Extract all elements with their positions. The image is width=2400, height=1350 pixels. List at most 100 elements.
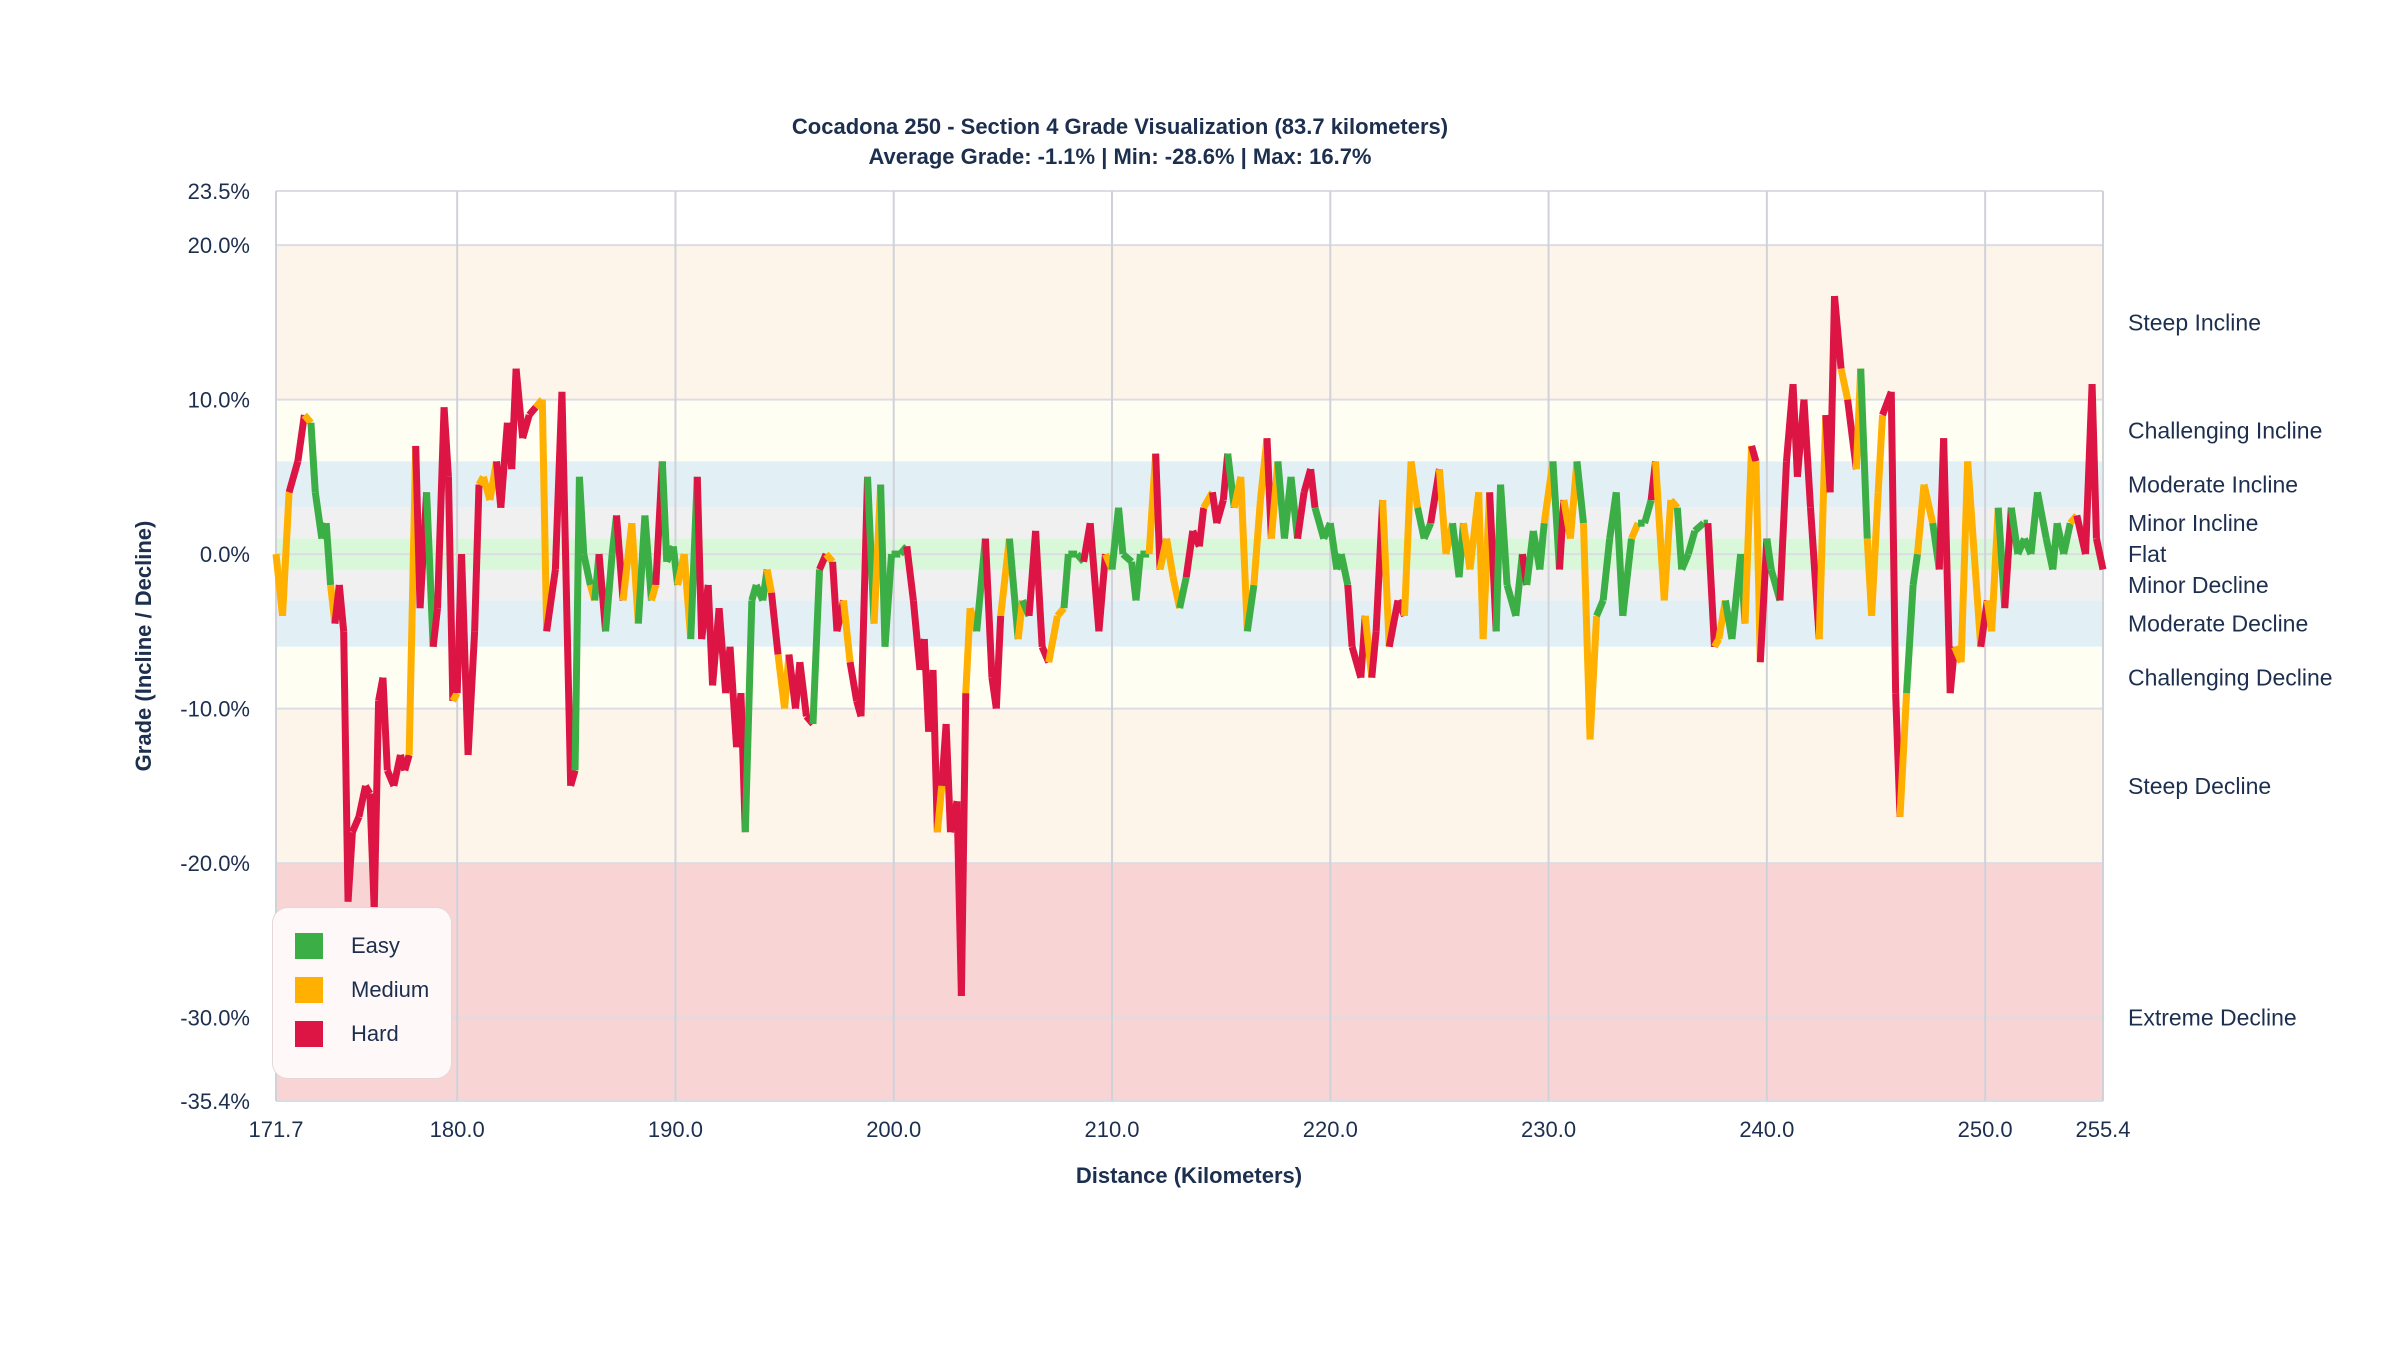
grade-segment — [440, 407, 452, 478]
grade-segment — [575, 476, 588, 555]
grade-segment — [538, 399, 551, 632]
grade-segment — [1692, 520, 1706, 534]
legend: Easy Medium Hard — [272, 907, 452, 1079]
legend-item-medium: Medium — [295, 977, 429, 1003]
grade-segment — [1420, 521, 1434, 540]
grade-segment — [322, 522, 335, 586]
grade-segment — [1176, 576, 1190, 609]
y-tick-label: 10.0% — [188, 388, 250, 413]
y-tick-label: 0.0% — [200, 542, 250, 567]
grade-segment — [1946, 646, 1959, 694]
legend-swatch-medium — [295, 977, 323, 1003]
grade-segment — [962, 607, 974, 694]
grade-segment — [1964, 461, 1978, 555]
legend-item-easy: Easy — [295, 933, 400, 959]
grade-segment — [1711, 637, 1722, 649]
grade-segment — [796, 661, 810, 717]
grade-segment — [370, 700, 383, 910]
band-label: Moderate Incline — [2128, 472, 2298, 498]
band-label: Steep Incline — [2128, 309, 2261, 335]
grade-segment — [658, 461, 671, 562]
grade-segment — [1379, 499, 1393, 647]
x-tick-label: 180.0 — [430, 1117, 485, 1142]
grade-segment — [1152, 453, 1164, 570]
grade-segment — [809, 569, 824, 725]
grade-segment — [1684, 529, 1699, 556]
grade-segment — [344, 831, 356, 902]
grade-segment — [1337, 553, 1352, 586]
grade-segment — [881, 553, 896, 648]
grade-segment — [567, 769, 579, 787]
grade-band — [276, 646, 2103, 709]
grade-segment — [1628, 521, 1642, 540]
grade-segment — [768, 592, 782, 655]
grade-segment — [846, 661, 861, 702]
grade-segment — [1704, 522, 1718, 647]
grade-segment — [1641, 499, 1655, 525]
x-tick-label: 210.0 — [1084, 1117, 1139, 1142]
grade-segment — [1920, 483, 1937, 524]
x-tick-label: 220.0 — [1303, 1117, 1358, 1142]
y-tick-label: -35.4% — [180, 1089, 250, 1114]
grade-segment — [301, 412, 314, 426]
grade-segment — [1800, 399, 1814, 508]
grade-segment — [641, 515, 655, 601]
grade-segment — [1237, 476, 1251, 632]
grade-segment — [1857, 368, 1871, 539]
chart-title: Cocadona 250 - Section 4 Grade Visualiza… — [791, 114, 1449, 139]
x-tick-label: 250.0 — [1958, 1117, 2013, 1142]
grade-segment — [471, 484, 483, 632]
legend-label: Easy — [351, 933, 400, 958]
grade-segment — [1909, 553, 1921, 586]
grade-segment — [1831, 295, 1845, 369]
grade-band — [276, 708, 2103, 864]
grade-segment — [335, 584, 348, 632]
legend-item-hard: Hard — [295, 1021, 399, 1047]
y-tick-label: 23.5% — [188, 179, 250, 204]
grade-segment — [1940, 438, 1954, 694]
legend-swatch-easy — [295, 933, 323, 959]
grade-segment — [543, 569, 559, 632]
grade-segment — [558, 391, 575, 786]
x-tick-label: 190.0 — [648, 1117, 703, 1142]
grade-segment — [379, 677, 391, 771]
grade-band — [276, 245, 2103, 400]
band-label: Flat — [2128, 541, 2167, 567]
grade-segment — [1763, 538, 1775, 571]
band-label: Extreme Decline — [2128, 1005, 2297, 1031]
grade-segment — [580, 553, 594, 586]
grade-segment — [307, 422, 319, 493]
grade-segment — [449, 691, 461, 703]
chart-subtitle: Average Grade: -1.1% | Min: -28.6% | Max… — [868, 144, 1372, 169]
grade-segment — [1741, 445, 1756, 624]
grade-segment — [1294, 491, 1308, 540]
y-tick-label: -20.0% — [180, 851, 250, 876]
grade-segment — [2007, 507, 2022, 555]
grade-segment — [401, 753, 413, 772]
grade-segment — [1913, 484, 1928, 555]
grade-segment — [464, 631, 479, 756]
grade-segment — [362, 784, 373, 796]
grade-segment — [1874, 414, 1887, 493]
band-label: Minor Incline — [2128, 510, 2258, 536]
grade-segment — [840, 600, 854, 663]
grade-segment — [1776, 461, 1790, 601]
grade-segment — [1756, 538, 1771, 663]
grade-segment — [279, 492, 293, 617]
grade-segment — [1243, 584, 1258, 632]
band-label: Moderate Decline — [2128, 611, 2308, 637]
grade-segment — [1586, 615, 1601, 740]
grade-segment — [1060, 553, 1072, 609]
grade-segment — [2088, 384, 2100, 539]
x-tick-label: 200.0 — [866, 1117, 921, 1142]
x-tick-label: 171.7 — [248, 1117, 303, 1142]
band-label: Challenging Decline — [2128, 665, 2333, 691]
grade-segment — [1619, 538, 1635, 617]
grade-segment — [1497, 484, 1511, 586]
grade-segment — [1163, 538, 1177, 578]
grade-segment — [957, 693, 970, 996]
grade-segment — [1673, 507, 1686, 570]
y-tick-label: 20.0% — [188, 233, 250, 258]
grade-segment — [981, 538, 996, 678]
